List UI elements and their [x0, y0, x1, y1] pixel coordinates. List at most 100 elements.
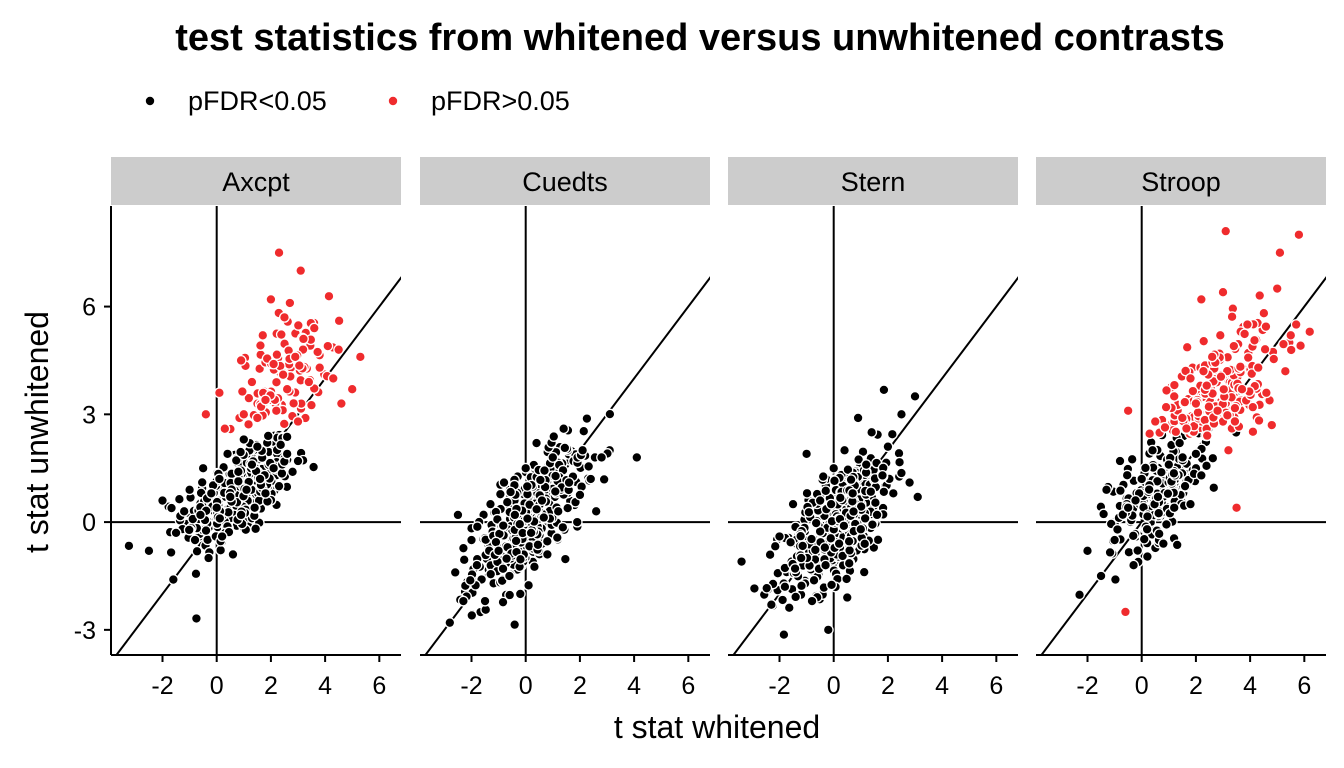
data-point-pfdr-lt	[787, 498, 799, 510]
panel-axcpt: Axcpt -2 0 2 4 6	[111, 157, 401, 700]
data-point-pfdr-lt	[224, 491, 236, 503]
data-point-pfdr-lt	[183, 524, 195, 536]
data-point-pfdr-gt	[279, 311, 290, 323]
data-point-pfdr-lt	[562, 502, 574, 514]
data-point-pfdr-lt	[514, 588, 526, 600]
legend-label: pFDR<0.05	[188, 86, 327, 116]
data-point-pfdr-lt	[820, 559, 832, 571]
x-tick-label: 6	[989, 672, 1003, 700]
data-point-pfdr-gt	[322, 340, 334, 352]
y-tick-label: -3	[74, 617, 96, 645]
data-point-pfdr-lt	[497, 520, 509, 532]
data-point-pfdr-lt	[213, 473, 225, 485]
y-tick-label: 3	[82, 401, 96, 429]
data-point-pfdr-lt	[1136, 473, 1148, 485]
data-point-pfdr-lt	[541, 548, 553, 560]
data-point-pfdr-gt	[1260, 321, 1272, 333]
data-point-pfdr-lt	[485, 498, 496, 510]
data-point-pfdr-lt	[205, 487, 217, 499]
data-point-pfdr-gt	[238, 408, 250, 420]
data-point-pfdr-lt	[1195, 469, 1207, 481]
data-point-pfdr-gt	[1176, 412, 1188, 424]
data-point-pfdr-gt	[1228, 340, 1240, 352]
data-point-pfdr-lt	[779, 581, 791, 593]
y-tick-label: 0	[82, 509, 96, 537]
data-point-pfdr-gt	[1201, 430, 1213, 442]
data-point-pfdr-lt	[190, 568, 202, 580]
data-point-pfdr-lt	[1130, 494, 1141, 506]
data-point-pfdr-lt	[1082, 545, 1093, 557]
x-tick-label: 2	[881, 672, 895, 700]
data-point-pfdr-lt	[748, 583, 760, 594]
data-point-pfdr-lt	[1147, 444, 1158, 456]
data-point-pfdr-lt	[581, 413, 593, 425]
data-point-pfdr-gt	[335, 398, 347, 410]
data-point-pfdr-gt	[306, 399, 317, 411]
facet-strip-label: Stern	[841, 167, 906, 197]
data-point-pfdr-gt	[303, 376, 315, 388]
facet-strip	[728, 157, 1018, 205]
data-point-pfdr-lt	[837, 550, 849, 562]
data-point-pfdr-lt	[196, 476, 208, 488]
data-point-pfdr-lt	[1138, 533, 1150, 545]
x-tick-label: 0	[1135, 672, 1149, 700]
x-tick-label: -2	[768, 672, 790, 700]
panel-cuedts: Cuedts -2 0 2 4 6	[420, 157, 710, 700]
data-point-pfdr-lt	[1168, 502, 1180, 514]
legend-label: pFDR>0.05	[431, 86, 570, 116]
data-point-pfdr-lt	[485, 568, 497, 580]
data-point-pfdr-gt	[213, 387, 225, 399]
x-tick-label: 2	[264, 672, 278, 700]
data-point-pfdr-gt	[1206, 351, 1218, 363]
data-point-pfdr-gt	[1179, 396, 1191, 408]
data-point-pfdr-lt	[1101, 484, 1112, 496]
data-point-pfdr-lt	[1174, 437, 1186, 449]
data-point-pfdr-lt	[895, 467, 907, 479]
data-point-pfdr-lt	[558, 423, 570, 435]
data-point-pfdr-lt	[1171, 539, 1183, 551]
data-point-pfdr-lt	[1128, 559, 1140, 571]
data-point-pfdr-lt	[820, 485, 832, 497]
data-point-pfdr-gt	[1293, 229, 1305, 241]
data-point-pfdr-lt	[166, 502, 177, 514]
data-point-pfdr-gt	[1190, 398, 1202, 410]
x-tick-label: 2	[1189, 672, 1203, 700]
x-tick-label: 6	[681, 672, 695, 700]
data-point-pfdr-lt	[230, 454, 242, 466]
data-point-pfdr-gt	[1201, 380, 1213, 392]
data-point-pfdr-lt	[1127, 530, 1139, 542]
data-point-pfdr-gt	[1290, 319, 1302, 330]
data-point-pfdr-lt	[549, 486, 561, 497]
data-point-pfdr-gt	[292, 416, 304, 427]
data-point-pfdr-gt	[1279, 365, 1291, 377]
data-point-pfdr-lt	[498, 477, 510, 489]
data-point-pfdr-lt	[536, 495, 548, 506]
data-point-pfdr-lt	[514, 518, 526, 530]
data-point-pfdr-gt	[1285, 344, 1297, 356]
data-point-pfdr-lt	[769, 540, 781, 552]
data-point-pfdr-lt	[904, 477, 916, 489]
data-point-pfdr-lt	[1098, 508, 1110, 520]
data-point-pfdr-gt	[1180, 423, 1192, 434]
data-point-pfdr-lt	[510, 535, 522, 547]
data-point-pfdr-lt	[292, 455, 304, 467]
data-point-pfdr-gt	[1168, 379, 1180, 391]
data-point-pfdr-lt	[736, 556, 748, 568]
data-point-pfdr-lt	[1160, 519, 1172, 530]
data-point-pfdr-lt	[216, 531, 228, 542]
data-point-pfdr-lt	[281, 431, 293, 443]
data-point-pfdr-lt	[514, 553, 526, 565]
data-point-pfdr-lt	[173, 493, 185, 505]
data-point-pfdr-gt	[1198, 335, 1210, 347]
data-point-pfdr-lt	[189, 534, 201, 546]
data-point-pfdr-lt	[789, 563, 801, 575]
data-point-pfdr-lt	[503, 570, 515, 582]
data-point-pfdr-lt	[826, 579, 838, 591]
data-point-pfdr-lt	[1126, 453, 1138, 465]
data-point-pfdr-gt	[1271, 283, 1283, 295]
data-point-pfdr-lt	[882, 441, 894, 453]
legend: pFDR<0.05 pFDR>0.05	[145, 86, 570, 116]
data-point-pfdr-gt	[273, 247, 285, 259]
identity-line	[732, 276, 1018, 655]
data-point-pfdr-lt	[1163, 459, 1175, 471]
